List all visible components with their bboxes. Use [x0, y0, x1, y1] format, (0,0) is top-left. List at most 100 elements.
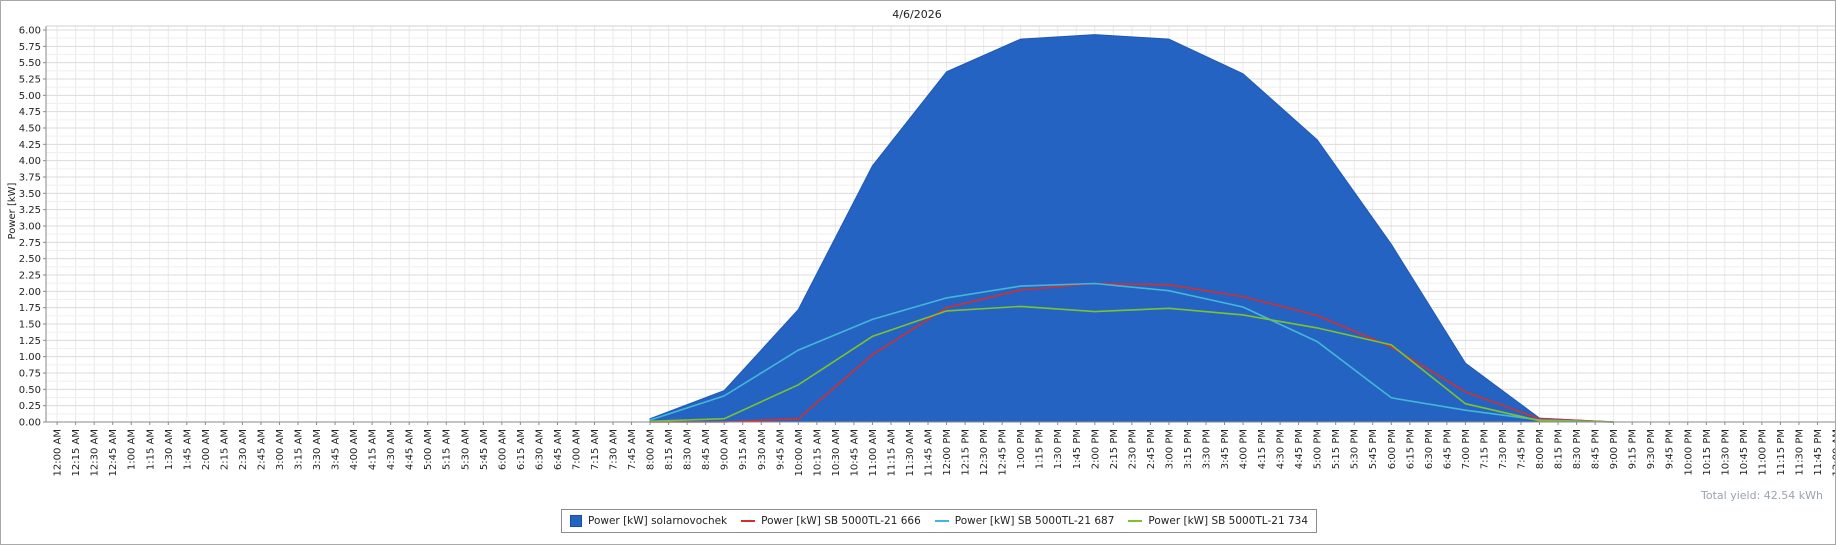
axes — [45, 25, 1835, 423]
x-tick-label: 12:45 AM — [108, 429, 119, 476]
x-tick-label: 6:00 PM — [1387, 429, 1398, 469]
x-tick-label: 10:30 PM — [1720, 429, 1731, 476]
legend-item-sb-734: Power [kW] SB 5000TL-21 734 — [1128, 515, 1308, 527]
x-tick-label: 10:45 AM — [849, 429, 860, 476]
x-tick-label: 9:00 AM — [720, 429, 731, 470]
y-tick-label: 1.25 — [19, 336, 41, 347]
x-tick-label: 8:45 PM — [1591, 429, 1602, 469]
x-tick-label: 5:00 PM — [1313, 429, 1324, 469]
x-tick-label: 6:15 PM — [1405, 429, 1416, 469]
y-tick-label: 0.50 — [19, 385, 41, 396]
x-tick-label: 1:45 AM — [182, 429, 193, 470]
x-tick-label: 2:30 PM — [1127, 429, 1138, 469]
x-tick-label: 8:30 AM — [683, 429, 694, 470]
y-axis-label: Power [kW] — [7, 182, 18, 239]
x-tick-label: 1:15 AM — [145, 429, 156, 470]
y-tick-label: 3.00 — [19, 222, 41, 233]
x-tick-label: 2:30 AM — [238, 429, 249, 470]
y-tick-label: 1.50 — [19, 320, 41, 331]
x-tick-label: 10:15 PM — [1702, 429, 1713, 476]
x-tick-label: 6:45 PM — [1442, 429, 1453, 469]
legend-label: Power [kW] solarnovochek — [588, 515, 728, 527]
x-tick-label: 4:00 AM — [349, 429, 360, 470]
x-tick-label: 9:15 PM — [1628, 429, 1639, 469]
x-tick-label: 8:15 AM — [664, 429, 675, 470]
y-tick-label: 5.25 — [19, 75, 41, 86]
x-tick-label: 3:00 AM — [275, 429, 286, 470]
chart-legend: Power [kW] solarnovochek Power [kW] SB 5… — [561, 509, 1318, 533]
x-tick-label: 9:00 PM — [1609, 429, 1620, 469]
x-tick-label: 1:00 PM — [1016, 429, 1027, 469]
x-tick-labels: 12:00 AM 12:15 AM 12:30 AM 12:45 AM 1:00 AM 1… — [53, 422, 1835, 476]
x-tick-label: 9:15 AM — [738, 429, 749, 470]
line-series-3 — [650, 305, 1614, 423]
x-tick-label: 1:45 PM — [1072, 429, 1083, 469]
x-tick-label: 2:15 PM — [1109, 429, 1120, 469]
x-tick-label: 11:15 AM — [887, 429, 898, 476]
x-tick-label: 5:30 AM — [460, 429, 471, 470]
legend-label: Power [kW] SB 5000TL-21 734 — [1148, 515, 1309, 527]
y-tick-label: 5.75 — [19, 42, 41, 53]
x-tick-label: 3:45 PM — [1220, 429, 1231, 469]
x-tick-label: 8:45 AM — [701, 429, 712, 470]
y-tick-label: 5.00 — [19, 91, 41, 102]
x-tick-label: 11:45 PM — [1813, 429, 1824, 476]
total-yield-annotation: Total yield: 42.54 kWh — [1700, 489, 1823, 502]
x-tick-label: 11:00 AM — [868, 429, 879, 476]
x-tick-label: 9:45 PM — [1665, 429, 1676, 469]
y-tick-label: 0.75 — [19, 369, 41, 380]
y-tick-label: 1.00 — [19, 352, 41, 363]
x-tick-label: 12:15 AM — [71, 429, 82, 476]
x-tick-label: 1:30 AM — [164, 429, 175, 470]
x-tick-label: 4:00 PM — [1239, 429, 1250, 469]
x-tick-label: 10:00 PM — [1683, 429, 1694, 476]
line-series-2 — [649, 282, 1614, 423]
x-tick-label: 4:15 AM — [368, 429, 379, 470]
x-tick-label: 3:30 PM — [1202, 429, 1213, 469]
chart-title: 4/6/2026 — [892, 8, 941, 21]
x-tick-label: 2:00 PM — [1090, 429, 1101, 469]
x-tick-label: 2:00 AM — [201, 429, 212, 470]
x-tick-label: 7:00 AM — [572, 429, 583, 470]
x-tick-label: 9:30 PM — [1646, 429, 1657, 469]
x-tick-label: 8:00 PM — [1535, 429, 1546, 469]
x-tick-label: 3:15 AM — [294, 429, 305, 470]
x-tick-label: 4:15 PM — [1257, 429, 1268, 469]
x-tick-label: 6:30 PM — [1424, 429, 1435, 469]
x-tick-label: 12:00 PM — [942, 429, 953, 476]
y-tick-label: 2.25 — [19, 271, 41, 282]
y-tick-label: 3.75 — [19, 173, 41, 184]
x-tick-label: 7:30 PM — [1498, 429, 1509, 469]
legend-item-sb-666: Power [kW] SB 5000TL-21 666 — [741, 515, 921, 527]
y-tick-label: 2.75 — [19, 238, 41, 249]
legend-label: Power [kW] SB 5000TL-21 666 — [761, 515, 921, 527]
x-tick-label: 8:30 PM — [1572, 429, 1583, 469]
x-tick-label: 1:15 PM — [1035, 429, 1046, 469]
legend-swatch-area — [570, 515, 582, 527]
x-tick-label: 7:45 AM — [627, 429, 638, 470]
x-tick-label: 6:00 AM — [497, 429, 508, 470]
x-tick-label: 12:00 AM — [1832, 429, 1836, 476]
x-tick-label: 12:15 PM — [961, 429, 972, 476]
x-tick-label: 9:30 AM — [757, 429, 768, 470]
legend-swatch-line — [1128, 520, 1143, 522]
x-tick-label: 7:45 PM — [1517, 429, 1528, 469]
x-tick-label: 12:45 PM — [998, 429, 1009, 476]
x-tick-label: 6:15 AM — [516, 429, 527, 470]
x-tick-label: 9:45 AM — [775, 429, 786, 470]
x-tick-label: 11:00 PM — [1757, 429, 1768, 476]
x-tick-label: 5:15 PM — [1331, 429, 1342, 469]
y-tick-labels: 0.00 0.25 0.50 0.75 1.00 1.25 1.50 1.75 2.00 2.25… — [19, 26, 46, 429]
x-tick-label: 2:45 PM — [1146, 429, 1157, 469]
x-tick-label: 4:30 AM — [386, 429, 397, 470]
x-tick-label: 12:30 AM — [90, 429, 101, 476]
legend-item-solarnovochek: Power [kW] solarnovochek — [570, 515, 727, 527]
x-tick-label: 11:30 PM — [1794, 429, 1805, 476]
x-tick-label: 5:15 AM — [442, 429, 453, 470]
x-tick-label: 7:15 AM — [590, 429, 601, 470]
x-tick-label: 4:45 PM — [1294, 429, 1305, 469]
x-tick-label: 10:00 AM — [794, 429, 805, 476]
x-tick-label: 2:15 AM — [219, 429, 230, 470]
